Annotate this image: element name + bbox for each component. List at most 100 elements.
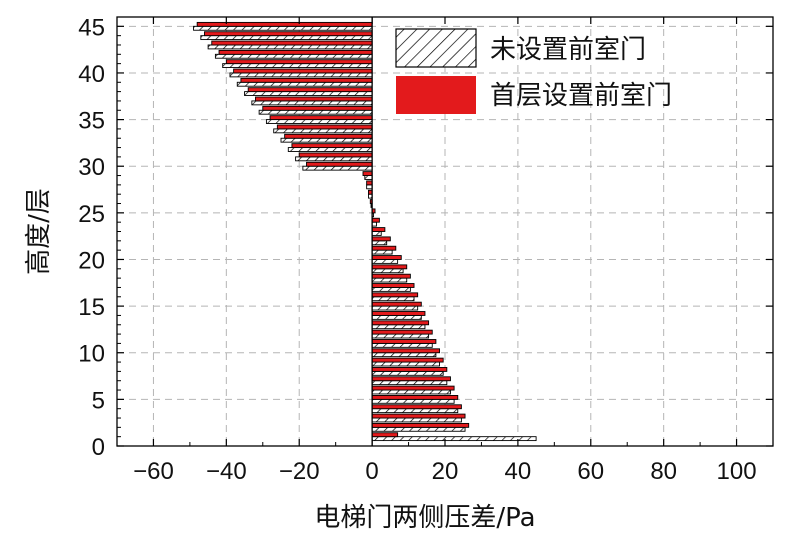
bar-ground-door bbox=[371, 422, 470, 428]
bar-ground-door bbox=[269, 115, 373, 121]
x-tick-label: −40 bbox=[206, 458, 247, 485]
bar-no-door bbox=[236, 81, 373, 87]
bar-no-door bbox=[371, 231, 382, 236]
bar-ground-door bbox=[371, 292, 419, 298]
bar-ground-door bbox=[371, 432, 399, 438]
y-tick-label: 45 bbox=[78, 14, 105, 41]
bar-ground-door bbox=[371, 273, 411, 279]
x-tick-label: 80 bbox=[650, 458, 677, 485]
bar-ground-door bbox=[366, 180, 373, 186]
bar-no-door bbox=[273, 128, 373, 134]
bar-no-door bbox=[302, 165, 373, 171]
bar-no-door bbox=[207, 44, 373, 50]
y-tick-label: 40 bbox=[78, 61, 105, 88]
bar-ground-door bbox=[291, 143, 373, 149]
bar-no-door bbox=[265, 119, 373, 124]
bar-no-door bbox=[229, 72, 373, 78]
grid bbox=[117, 17, 773, 447]
bar-no-door bbox=[371, 408, 459, 414]
bar-ground-door bbox=[204, 31, 373, 37]
bar-ground-door bbox=[225, 59, 373, 65]
x-tick-label: 60 bbox=[577, 458, 604, 485]
y-tick-label: 5 bbox=[92, 387, 105, 414]
y-tick-label: 20 bbox=[78, 247, 105, 274]
bar-ground-door bbox=[371, 227, 386, 232]
bar-no-door bbox=[295, 156, 373, 162]
bar-ground-door bbox=[262, 105, 373, 111]
bar-ground-door bbox=[240, 77, 373, 83]
bar-ground-door bbox=[276, 124, 373, 130]
bar-no-door bbox=[193, 25, 373, 31]
bar-no-door bbox=[366, 184, 373, 190]
bar-ground-door bbox=[371, 329, 433, 335]
axes: −60 −40 −20 0 20 40 60 80 100 0 5 10 15 20 25 30 35 40 45 电… bbox=[24, 14, 774, 533]
y-axis-title: 高度/层 bbox=[24, 188, 54, 275]
y-tick-label: 30 bbox=[78, 154, 105, 181]
bar-ground-door bbox=[371, 311, 426, 316]
bar-ground-door bbox=[255, 96, 373, 102]
bar-no-door bbox=[371, 296, 415, 302]
bar-ground-door bbox=[371, 236, 391, 242]
bar-no-door bbox=[244, 91, 373, 96]
bar-no-door bbox=[371, 259, 399, 264]
bar-no-door bbox=[371, 324, 426, 330]
bar-no-door bbox=[371, 370, 444, 376]
bar-ground-door bbox=[371, 301, 422, 307]
bar-ground-door bbox=[371, 376, 451, 382]
bar-ground-door bbox=[371, 320, 430, 326]
x-tick-label: −60 bbox=[133, 458, 174, 485]
bar-ground-door bbox=[371, 255, 402, 260]
bar-no-door bbox=[200, 35, 373, 41]
bar-no-door bbox=[371, 240, 388, 246]
bar-no-door bbox=[287, 147, 373, 152]
bar-no-door bbox=[371, 436, 537, 442]
bar-ground-door bbox=[284, 133, 373, 139]
y-tick-label: 10 bbox=[78, 341, 105, 368]
bar-ground-door bbox=[371, 264, 408, 270]
bar-no-door bbox=[371, 361, 440, 367]
legend-label-ground-door: 首层设置前室门 bbox=[490, 81, 672, 111]
bar-ground-door bbox=[371, 395, 459, 400]
bar-no-door bbox=[222, 63, 373, 68]
x-tick-label: 40 bbox=[505, 458, 532, 485]
bar-ground-door bbox=[211, 40, 373, 46]
bar-ground-door bbox=[371, 357, 444, 363]
bar-no-door bbox=[371, 249, 393, 255]
bar-no-door bbox=[371, 398, 455, 404]
bar-ground-door bbox=[371, 404, 462, 410]
bar-ground-door bbox=[371, 385, 455, 391]
x-tick-label: 20 bbox=[432, 458, 459, 485]
bar-no-door bbox=[371, 352, 437, 358]
bar-ground-door bbox=[371, 339, 437, 344]
bar-no-door bbox=[364, 175, 373, 180]
x-tick-label: −20 bbox=[279, 458, 320, 485]
bar-ground-door bbox=[233, 68, 373, 74]
bar-ground-door bbox=[371, 283, 415, 288]
bar-ground-door bbox=[362, 171, 373, 176]
legend-swatch-ground-door bbox=[396, 76, 476, 114]
bar-ground-door bbox=[371, 217, 380, 223]
bar-ground-door bbox=[306, 161, 373, 167]
bar-ground-door bbox=[371, 348, 440, 354]
bar-ground-door bbox=[247, 87, 373, 93]
y-tick-label: 0 bbox=[92, 434, 105, 461]
bar-ground-door bbox=[218, 49, 373, 55]
bar-ground-door bbox=[371, 413, 466, 419]
bar-no-door bbox=[371, 389, 451, 395]
bar-ground-door bbox=[298, 152, 373, 158]
bars bbox=[193, 21, 537, 442]
bar-no-door bbox=[371, 342, 433, 348]
bar-no-door bbox=[371, 426, 466, 432]
x-tick-label: 100 bbox=[717, 458, 757, 485]
bar-no-door bbox=[258, 109, 373, 115]
bar-no-door bbox=[371, 417, 462, 423]
x-axis-title: 电梯门两侧压差/Pa bbox=[314, 503, 535, 533]
bar-no-door bbox=[371, 277, 408, 283]
bar-ground-door bbox=[371, 367, 448, 372]
bar-no-door bbox=[371, 333, 430, 339]
bar-no-door bbox=[251, 100, 373, 106]
bar-no-door bbox=[371, 314, 422, 320]
y-tick-label: 25 bbox=[78, 201, 105, 228]
